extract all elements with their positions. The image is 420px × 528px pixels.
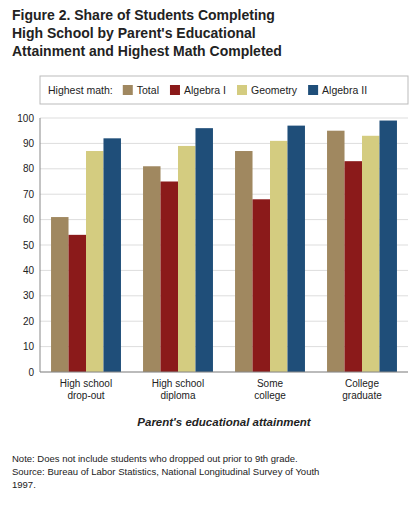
x-tick-label: High schooldiploma — [152, 378, 204, 401]
legend-entry: Algebra II — [322, 84, 367, 96]
y-tick-label: 30 — [23, 290, 35, 301]
bar — [270, 141, 287, 372]
y-tick-label: 50 — [23, 240, 35, 251]
bar — [195, 128, 212, 372]
title: Figure 2. Share of Students CompletingHi… — [12, 7, 282, 59]
x-axis-line — [40, 372, 408, 373]
bar — [287, 126, 304, 372]
bar — [178, 146, 195, 372]
chart: Figure 2. Share of Students CompletingHi… — [0, 0, 420, 528]
legend-entry: Total — [137, 84, 159, 96]
legend-swatch — [237, 85, 247, 95]
note: 1997. — [12, 479, 36, 490]
y-tick-label: 0 — [28, 367, 34, 378]
y-tick-label: 20 — [23, 316, 35, 327]
y-axis: 0 10 20 30 40 50 60 70 80 90 100 — [17, 113, 408, 378]
grid-line — [40, 372, 408, 373]
y-tick-label: 70 — [23, 189, 35, 200]
bar — [362, 136, 379, 372]
grid-line — [40, 118, 408, 119]
legend-frame — [40, 76, 408, 104]
legend-title: Highest math: — [48, 84, 113, 96]
y-tick-label: 80 — [23, 163, 35, 174]
y-tick-label: 90 — [23, 138, 35, 149]
bar — [345, 161, 362, 372]
grid-line — [40, 143, 408, 144]
bar — [69, 235, 86, 372]
legend-swatch — [170, 85, 180, 95]
bar — [253, 199, 270, 372]
x-tick-label: Collegegraduate — [342, 378, 382, 401]
bar — [161, 182, 178, 373]
x-axis-label: Parent's educational attainment — [137, 416, 312, 428]
note: Note: Does not include students who drop… — [12, 453, 298, 464]
y-tick-label: 10 — [23, 341, 35, 352]
y-axis-line — [40, 118, 41, 372]
bar — [143, 166, 160, 372]
bar — [327, 131, 344, 372]
bars — [51, 121, 397, 372]
bar — [103, 138, 120, 372]
bar — [86, 151, 103, 372]
legend-entry: Algebra I — [184, 84, 226, 96]
y-tick-label: 100 — [17, 113, 34, 124]
note: Source: Bureau of Labor Statistics, Nati… — [12, 466, 319, 477]
y-tick-label: 40 — [23, 265, 35, 276]
legend-swatch — [308, 85, 318, 95]
x-tick-label: Somecollege — [254, 378, 286, 401]
bar — [379, 121, 396, 372]
x-tick-label: High schooldrop-out — [60, 378, 112, 401]
bar — [235, 151, 252, 372]
y-tick-label: 60 — [23, 214, 35, 225]
legend-swatch — [123, 85, 133, 95]
legend-entry: Geometry — [251, 84, 298, 96]
legend: Highest math: Total Algebra I Geometry Algeb… — [40, 76, 408, 104]
bar — [51, 217, 68, 372]
